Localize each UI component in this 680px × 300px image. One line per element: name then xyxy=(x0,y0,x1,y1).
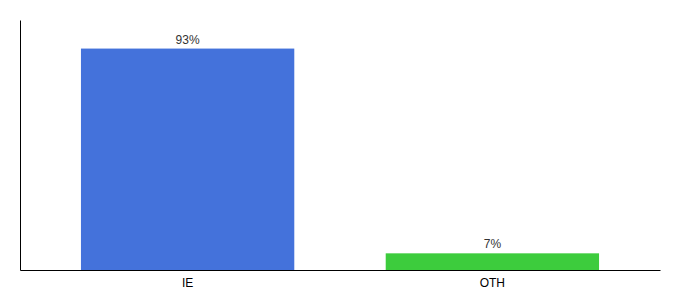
x-tick: IE xyxy=(182,276,193,290)
y-axis xyxy=(20,21,21,271)
plot: IE OTH 93% 7% xyxy=(21,21,661,290)
y-axis-line xyxy=(20,21,21,271)
data-label: 93% xyxy=(176,33,200,47)
data-labels: 93% 7% xyxy=(176,33,502,252)
x-axis-line xyxy=(21,270,661,271)
bar xyxy=(81,49,294,270)
data-label: 7% xyxy=(484,237,502,251)
x-axis: IE OTH xyxy=(21,271,661,290)
x-tick: OTH xyxy=(480,276,505,290)
chart: IE OTH 93% 7% xyxy=(0,0,680,300)
x-tick-label: OTH xyxy=(480,276,505,290)
x-tick-label: IE xyxy=(182,276,193,290)
bar xyxy=(386,253,599,270)
bars xyxy=(81,49,599,270)
